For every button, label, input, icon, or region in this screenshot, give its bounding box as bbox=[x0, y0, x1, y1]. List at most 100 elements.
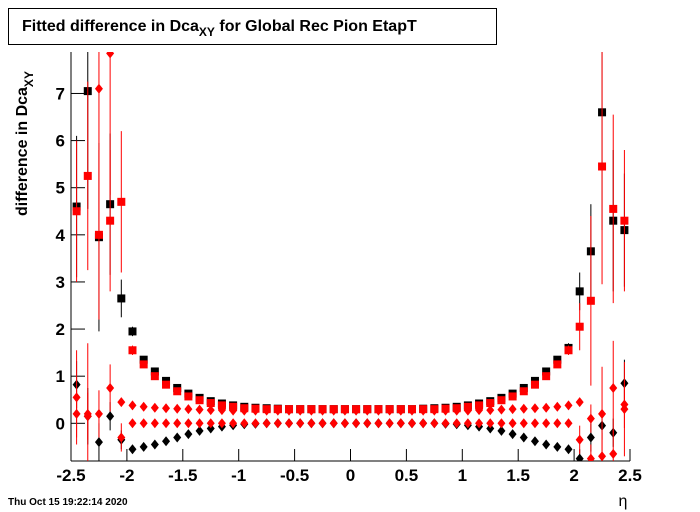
marker-diamond bbox=[519, 418, 528, 429]
marker-diamond bbox=[553, 441, 562, 452]
marker-diamond bbox=[94, 437, 103, 448]
y-axis-label: difference in DcaXY bbox=[14, 71, 36, 216]
marker-diamond bbox=[117, 432, 126, 443]
marker-diamond bbox=[564, 418, 573, 429]
marker-diamond bbox=[285, 405, 294, 416]
marker-diamond bbox=[519, 432, 528, 443]
marker-diamond bbox=[150, 402, 159, 413]
marker-diamond bbox=[128, 400, 137, 411]
marker-square bbox=[575, 322, 584, 331]
marker-square bbox=[150, 367, 159, 376]
x-tick-label: 0 bbox=[346, 466, 355, 485]
y-tick-label: 5 bbox=[56, 179, 65, 198]
marker-diamond bbox=[497, 425, 506, 436]
marker-diamond bbox=[486, 405, 495, 416]
marker-diamond bbox=[184, 418, 193, 429]
marker-diamond bbox=[564, 400, 573, 411]
y-tick-label: 6 bbox=[56, 132, 65, 151]
marker-square bbox=[72, 207, 81, 216]
marker-diamond bbox=[262, 418, 271, 429]
x-tick-label: 1.5 bbox=[506, 466, 530, 485]
marker-square bbox=[598, 162, 607, 171]
marker-diamond bbox=[83, 411, 92, 422]
marker-diamond bbox=[72, 408, 81, 419]
marker-diamond bbox=[374, 405, 383, 416]
x-tick-label: -1.5 bbox=[168, 466, 197, 485]
marker-diamond bbox=[530, 403, 539, 414]
y-tick-label: 3 bbox=[56, 273, 65, 292]
marker-diamond bbox=[329, 405, 338, 416]
marker-diamond bbox=[352, 418, 361, 429]
marker-diamond bbox=[229, 418, 238, 429]
x-tick-label: 2 bbox=[569, 466, 578, 485]
marker-diamond bbox=[139, 401, 148, 412]
chart-title: Fitted difference in DcaXY for Global Re… bbox=[22, 18, 417, 39]
marker-diamond bbox=[340, 405, 349, 416]
title-rest: for Global Rec Pion EtapT bbox=[215, 18, 417, 35]
marker-diamond bbox=[296, 405, 305, 416]
marker-square bbox=[117, 197, 126, 206]
y-tick-label: 0 bbox=[56, 414, 65, 433]
marker-diamond bbox=[553, 418, 562, 429]
marker-diamond bbox=[106, 382, 115, 393]
title-main: Fitted difference in Dca bbox=[22, 18, 199, 35]
plot-area bbox=[72, 52, 629, 461]
y-tick-label: 7 bbox=[56, 84, 65, 103]
marker-square bbox=[620, 216, 629, 225]
marker-diamond bbox=[106, 52, 115, 59]
marker-diamond bbox=[363, 405, 372, 416]
marker-diamond bbox=[586, 453, 595, 461]
marker-diamond bbox=[128, 418, 137, 429]
marker-diamond bbox=[240, 405, 249, 416]
x-tick-label: 0.5 bbox=[395, 466, 419, 485]
marker-square bbox=[553, 360, 562, 369]
marker-diamond bbox=[575, 434, 584, 445]
marker-diamond bbox=[106, 411, 115, 422]
marker-square bbox=[162, 380, 171, 389]
marker-square bbox=[173, 387, 182, 396]
marker-diamond bbox=[385, 405, 394, 416]
marker-diamond bbox=[296, 418, 305, 429]
marker-diamond bbox=[598, 408, 607, 419]
marker-diamond bbox=[173, 432, 182, 443]
marker-diamond bbox=[352, 405, 361, 416]
marker-diamond bbox=[162, 436, 171, 447]
marker-diamond bbox=[184, 404, 193, 415]
marker-diamond bbox=[307, 418, 316, 429]
marker-diamond bbox=[363, 418, 372, 429]
marker-diamond bbox=[564, 444, 573, 455]
marker-diamond bbox=[519, 403, 528, 414]
marker-diamond bbox=[575, 453, 584, 461]
marker-square bbox=[128, 327, 137, 336]
marker-diamond bbox=[273, 418, 282, 429]
marker-diamond bbox=[217, 418, 226, 429]
marker-square bbox=[530, 380, 539, 389]
marker-square bbox=[117, 294, 126, 303]
marker-diamond bbox=[206, 418, 215, 429]
y-label-sub: XY bbox=[22, 71, 36, 87]
marker-diamond bbox=[463, 405, 472, 416]
marker-diamond bbox=[396, 405, 405, 416]
marker-diamond bbox=[162, 403, 171, 414]
marker-diamond bbox=[128, 444, 137, 455]
marker-diamond bbox=[508, 404, 517, 415]
marker-square bbox=[195, 396, 204, 405]
marker-diamond bbox=[530, 436, 539, 447]
marker-diamond bbox=[497, 404, 506, 415]
marker-diamond bbox=[508, 429, 517, 440]
marker-diamond bbox=[497, 418, 506, 429]
marker-diamond bbox=[318, 405, 327, 416]
marker-diamond bbox=[419, 418, 428, 429]
marker-square bbox=[497, 396, 506, 405]
marker-square bbox=[106, 216, 115, 225]
marker-square bbox=[542, 367, 551, 376]
marker-diamond bbox=[508, 418, 517, 429]
marker-diamond bbox=[251, 418, 260, 429]
marker-square bbox=[575, 287, 584, 296]
y-tick-label: 1 bbox=[56, 367, 65, 386]
marker-diamond bbox=[620, 399, 629, 410]
marker-diamond bbox=[251, 405, 260, 416]
marker-diamond bbox=[318, 418, 327, 429]
marker-square bbox=[609, 204, 618, 213]
